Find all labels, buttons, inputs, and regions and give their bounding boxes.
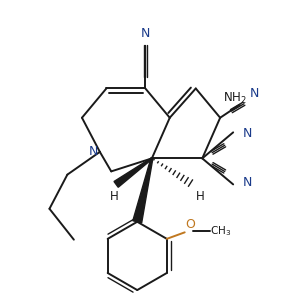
Text: N: N — [89, 146, 98, 158]
Text: H: H — [110, 190, 119, 203]
Text: N: N — [243, 127, 252, 141]
Text: N: N — [141, 27, 150, 40]
Polygon shape — [114, 158, 152, 187]
Text: N: N — [243, 176, 252, 189]
Text: H: H — [196, 190, 205, 203]
Text: CH$_3$: CH$_3$ — [211, 224, 232, 238]
Text: NH$_2$: NH$_2$ — [223, 91, 247, 106]
Text: N: N — [249, 87, 259, 100]
Text: O: O — [186, 218, 196, 231]
Polygon shape — [133, 158, 153, 223]
